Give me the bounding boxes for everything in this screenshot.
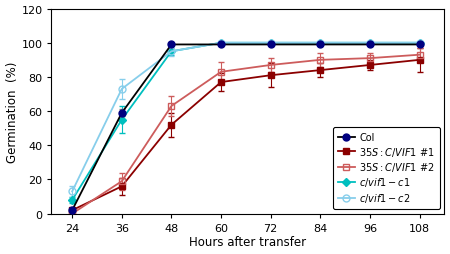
X-axis label: Hours after transfer: Hours after transfer: [189, 235, 306, 248]
Y-axis label: Germination  (%): Germination (%): [5, 61, 18, 162]
Legend: Col, $\it{35S:C/VIF1}$ #1, $\it{35S:C/VIF1}$ #2, $\it{c/vif1-c1}$, $\it{c/vif1-c: Col, $\it{35S:C/VIF1}$ #1, $\it{35S:C/VI…: [333, 128, 440, 209]
